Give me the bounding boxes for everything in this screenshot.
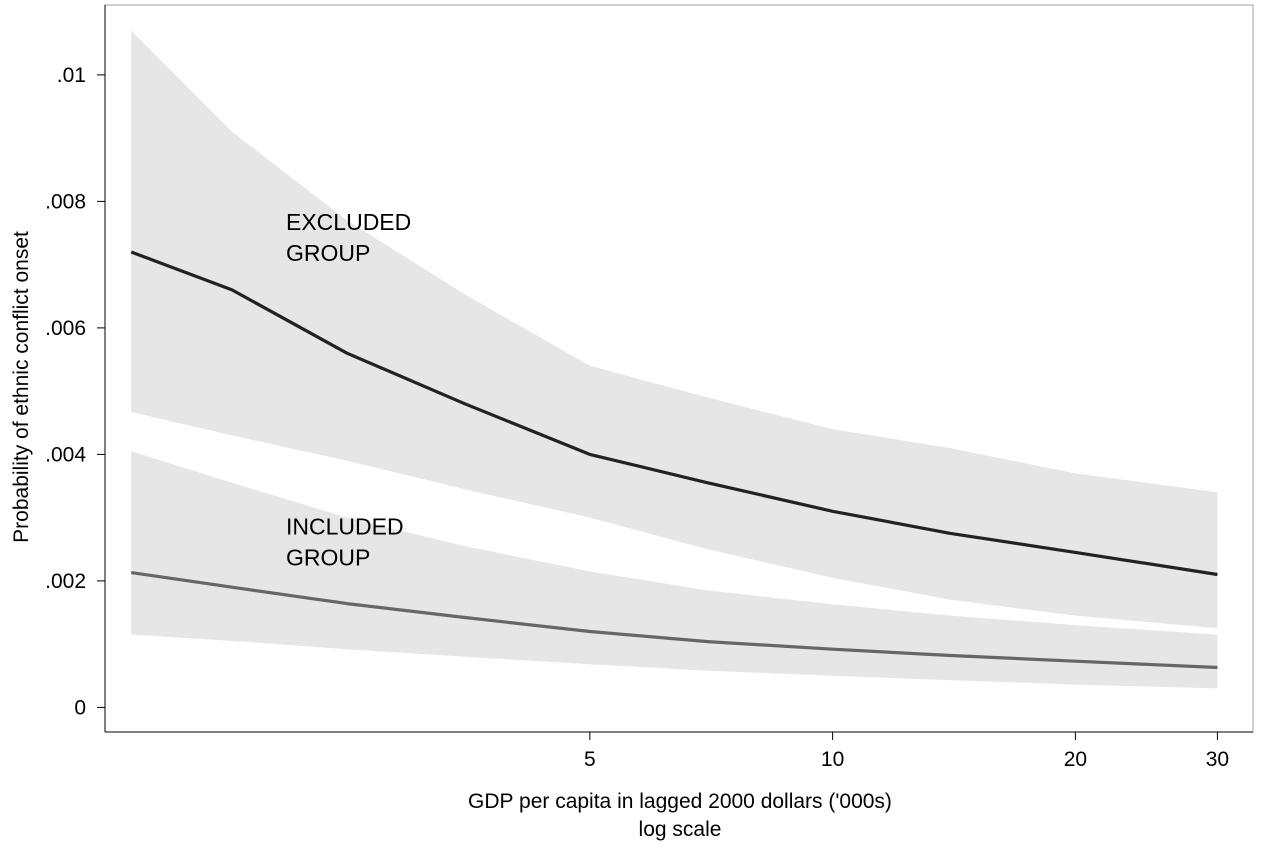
confidence-bands [131, 30, 1218, 689]
x-axis-ticks: 5 10 20 30 [584, 732, 1229, 771]
x-axis-subtitle: log scale [639, 818, 722, 841]
excluded-group-label-line: EXCLUDED [286, 209, 411, 235]
x-axis-title: GDP per capita in lagged 2000 dollars ('… [468, 790, 892, 813]
included-group-label-line: INCLUDED [286, 514, 404, 540]
x-tick-label: 5 [584, 748, 596, 771]
x-tick-label: 10 [821, 748, 844, 771]
y-axis-title: Probability of ethnic conflict onset [10, 231, 33, 543]
y-tick-label: .004 [45, 443, 86, 466]
y-tick-label: 0 [74, 696, 86, 719]
x-tick-label: 30 [1206, 748, 1229, 771]
y-tick-label: .01 [57, 64, 86, 87]
series-lines [130, 250, 1218, 670]
included-group-label-line: GROUP [286, 545, 370, 571]
excluded-group-label-line: GROUP [286, 240, 370, 266]
y-axis-ticks: 0 .002 .004 .006 .008 .01 [45, 64, 105, 719]
x-tick-label: 20 [1064, 748, 1087, 771]
excluded-group-confidence-band [131, 30, 1218, 629]
included-group-confidence-band [131, 451, 1218, 689]
y-tick-label: .002 [45, 570, 86, 593]
y-tick-label: .008 [45, 190, 86, 213]
included-group-line [130, 571, 1218, 670]
excluded-group-line [130, 250, 1218, 577]
series-labels: EXCLUDED GROUP INCLUDED GROUP [286, 209, 411, 571]
y-tick-label: .006 [45, 317, 86, 340]
